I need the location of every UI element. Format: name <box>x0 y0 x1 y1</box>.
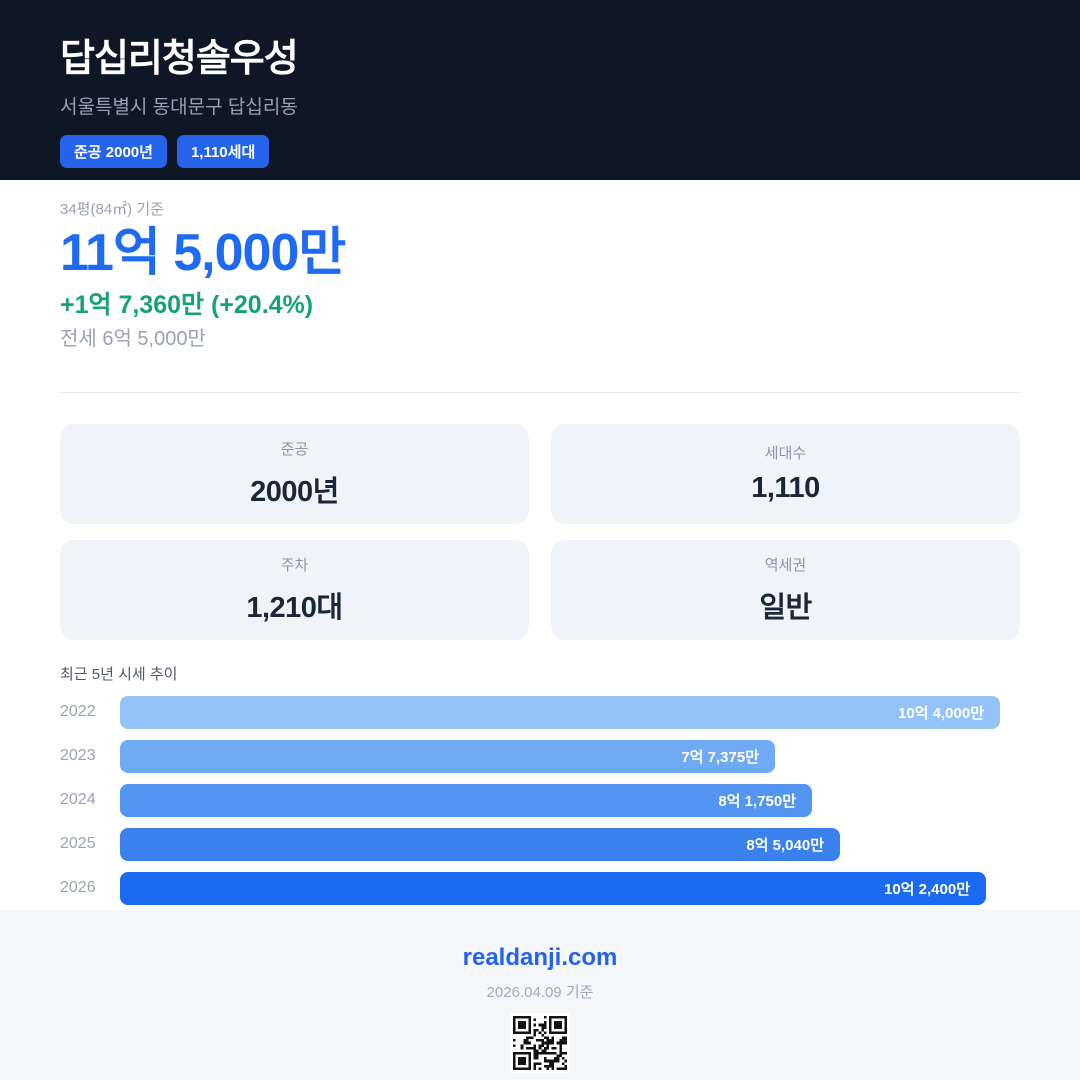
info-card-households: 세대수 1,110 <box>551 423 1020 524</box>
chart-year-label: 2023 <box>60 747 96 765</box>
header: 답십리청솔우성 서울특별시 동대문구 답십리동 준공 2000년 1,110세대 <box>0 0 1080 180</box>
chart-row-2023: 2023 7억 7,375만 <box>60 739 1020 773</box>
chart-row-2026: 2026 10억 2,400만 <box>60 871 1020 905</box>
complex-title: 답십리청솔우성 <box>60 38 299 80</box>
chart-bar-value: 10억 2,400만 <box>884 880 970 898</box>
info-card-label: 주차 <box>280 556 309 574</box>
badge-households: 1,110세대 <box>176 134 270 168</box>
jeonse-price: 전세 6억 5,000만 <box>60 327 206 350</box>
badge-row: 준공 2000년 1,110세대 <box>60 134 1020 168</box>
chart-year-label: 2026 <box>60 879 96 897</box>
chart-bar: 8억 1,750만 <box>120 783 812 817</box>
divider <box>60 391 1020 393</box>
reference-date: 2026.04.09 기준 <box>486 984 594 1001</box>
info-card-station: 역세권 일반 <box>551 539 1020 640</box>
info-card-value: 1,110 <box>751 472 820 505</box>
badge-built-year: 준공 2000년 <box>60 134 167 168</box>
info-card-value: 1,210대 <box>246 591 343 624</box>
info-card-label: 역세권 <box>764 556 807 574</box>
info-card-label: 세대수 <box>764 445 807 463</box>
chart-bar: 7억 7,375만 <box>120 739 775 773</box>
chart-bar-value: 10억 4,000만 <box>898 704 984 722</box>
chart-row-2025: 2025 8억 5,040만 <box>60 827 1020 861</box>
current-price: 11억 5,000만 <box>60 224 346 282</box>
chart-year-label: 2025 <box>60 835 96 853</box>
chart-bar: 10억 2,400만 <box>120 871 986 905</box>
price-basis-label: 34평(84㎡) 기준 <box>60 201 164 218</box>
chart-bar-value: 8억 1,750만 <box>718 792 796 810</box>
chart-bar: 8억 5,040만 <box>120 827 840 861</box>
chart-bar-value: 8억 5,040만 <box>746 836 824 854</box>
footer: realdanji.com 2026.04.09 기준 <box>0 910 1080 1080</box>
info-card-grid: 준공 2000년 세대수 1,110 주차 1,210대 역세권 일반 <box>60 423 1020 640</box>
chart-row-2022: 2022 10억 4,000만 <box>60 695 1020 729</box>
chart-bar-track: 10억 4,000만 <box>120 695 1020 729</box>
chart-row-2024: 2024 8억 1,750만 <box>60 783 1020 817</box>
chart-title: 최근 5년 시세 추이 <box>60 665 178 683</box>
chart-bar-track: 8억 5,040만 <box>120 827 1020 861</box>
info-card-parking: 주차 1,210대 <box>60 539 529 640</box>
complex-address: 서울특별시 동대문구 답십리동 <box>60 96 298 118</box>
info-card-value: 2000년 <box>250 475 339 508</box>
chart-bar-track: 10억 2,400만 <box>120 871 1020 905</box>
chart-year-label: 2022 <box>60 703 96 721</box>
price-trend-chart: 2022 10억 4,000만 2023 7억 7,375만 2024 8억 1,750만… <box>60 695 1020 905</box>
chart-bar-value: 7억 7,375만 <box>681 748 759 766</box>
info-card-label: 준공 <box>280 440 309 458</box>
chart-year-label: 2024 <box>60 791 96 809</box>
site-link[interactable]: realdanji.com <box>462 944 618 971</box>
qr-code <box>510 1013 570 1073</box>
chart-bar-track: 8억 1,750만 <box>120 783 1020 817</box>
main-content: 34평(84㎡) 기준 11억 5,000만 +1억 7,360만 (+20.4… <box>0 180 1080 910</box>
chart-bar: 10억 4,000만 <box>120 695 1000 729</box>
info-card-value: 일반 <box>759 591 812 624</box>
chart-bar-track: 7억 7,375만 <box>120 739 1020 773</box>
price-change: +1억 7,360만 (+20.4%) <box>60 291 314 320</box>
info-card-built: 준공 2000년 <box>60 423 529 524</box>
